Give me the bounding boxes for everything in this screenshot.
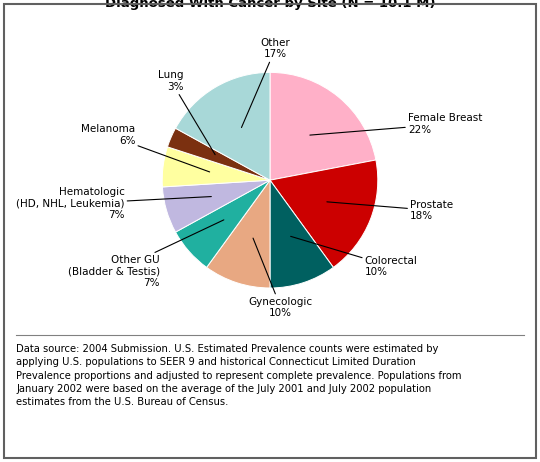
Wedge shape xyxy=(270,160,378,267)
Title: Estimated Number of Persons Alive in the U.S.
Diagnosed With Cancer by Site (N =: Estimated Number of Persons Alive in the… xyxy=(96,0,444,10)
Wedge shape xyxy=(176,73,270,180)
Text: Gynecologic
10%: Gynecologic 10% xyxy=(249,238,313,318)
Wedge shape xyxy=(270,180,333,288)
Wedge shape xyxy=(163,180,270,232)
Wedge shape xyxy=(162,147,270,187)
Text: Other GU
(Bladder & Testis)
7%: Other GU (Bladder & Testis) 7% xyxy=(68,220,224,288)
Text: Lung
3%: Lung 3% xyxy=(158,70,215,155)
Text: Melanoma
6%: Melanoma 6% xyxy=(81,124,210,172)
Text: Female Breast
22%: Female Breast 22% xyxy=(310,113,482,135)
Wedge shape xyxy=(207,180,270,288)
Wedge shape xyxy=(167,128,270,180)
Text: Colorectal
10%: Colorectal 10% xyxy=(291,237,418,277)
Wedge shape xyxy=(176,180,270,267)
Wedge shape xyxy=(270,73,376,180)
Text: Data source: 2004 Submission. U.S. Estimated Prevalence counts were estimated by: Data source: 2004 Submission. U.S. Estim… xyxy=(16,344,462,407)
Text: Prostate
18%: Prostate 18% xyxy=(327,200,453,221)
Text: Hematologic
(HD, NHL, Leukemia)
7%: Hematologic (HD, NHL, Leukemia) 7% xyxy=(16,187,211,220)
Text: Other
17%: Other 17% xyxy=(241,38,291,128)
